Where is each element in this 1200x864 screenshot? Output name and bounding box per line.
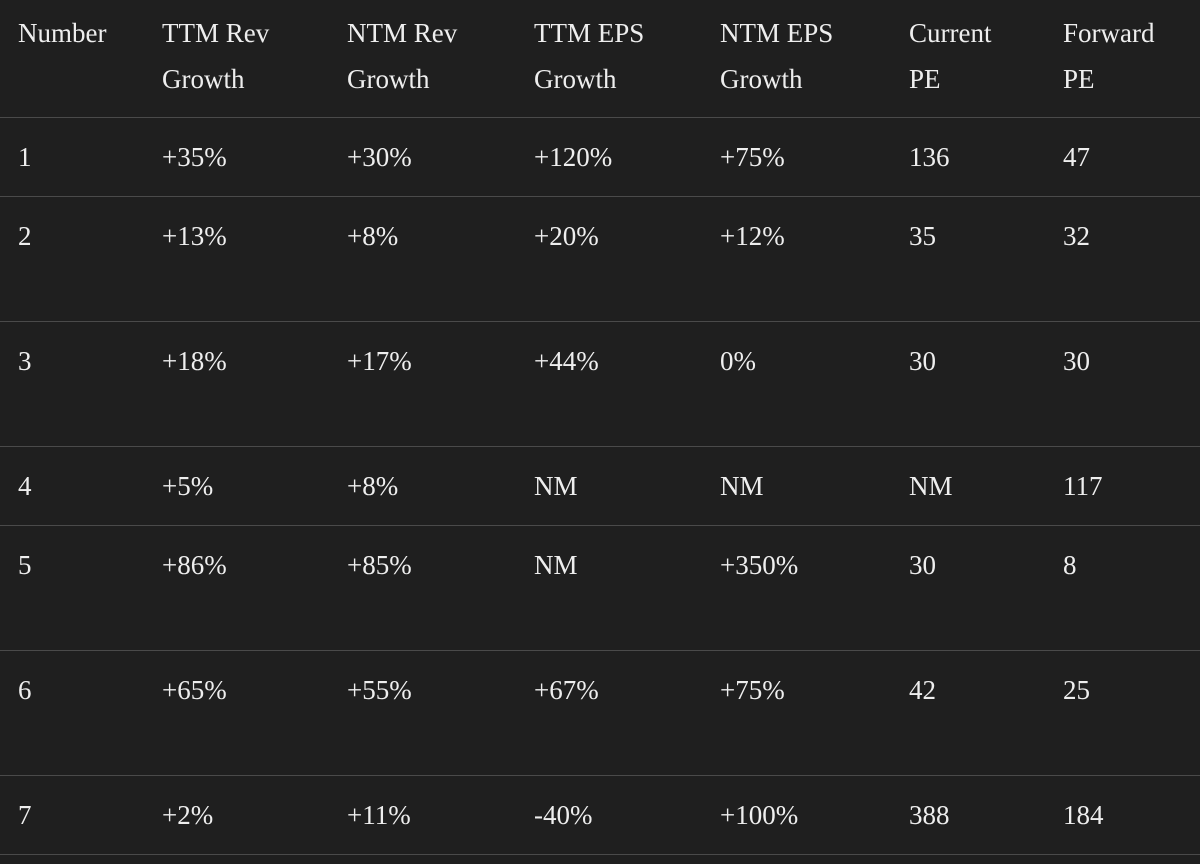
table-cell: +30% — [347, 117, 534, 197]
table-cell: +85% — [347, 525, 534, 651]
table-cell: 42 — [909, 650, 1063, 776]
table-row: 6 +65% +55% +67% +75% 42 25 — [0, 650, 1200, 776]
table-row: 7 +2% +11% -40% +100% 388 184 — [0, 775, 1200, 855]
table-cell: 32 — [1063, 196, 1200, 322]
table-cell: 30 — [909, 525, 1063, 651]
table-cell: +35% — [162, 117, 347, 197]
table-cell: 47 — [1063, 117, 1200, 197]
header-text: NTM Rev — [347, 18, 458, 48]
table-cell: 4 — [0, 446, 162, 526]
table-row: 1 +35% +30% +120% +75% 136 47 — [0, 117, 1200, 197]
header-text: Current — [909, 18, 992, 48]
table-cell: +18% — [162, 321, 347, 447]
table-cell: -40% — [534, 775, 720, 855]
table-cell: +12% — [720, 196, 909, 322]
table-cell: NM — [720, 446, 909, 526]
table-row: 3 +18% +17% +44% 0% 30 30 — [0, 321, 1200, 447]
header-text: Forward — [1063, 18, 1155, 48]
table-cell: 7 — [0, 775, 162, 855]
table-cell: +2% — [162, 775, 347, 855]
table-cell: +55% — [347, 650, 534, 776]
table-cell: +67% — [534, 650, 720, 776]
table-cell: 0% — [720, 321, 909, 447]
table-cell: +100% — [720, 775, 909, 855]
table-body: 1 +35% +30% +120% +75% 136 47 2 +13% +8% +20% +12% 3… — [0, 117, 1200, 855]
table-cell: 5 — [0, 525, 162, 651]
table-cell: 6 — [0, 650, 162, 776]
header-text: PE — [909, 64, 941, 94]
header-text: PE — [1063, 64, 1095, 94]
table-cell: 184 — [1063, 775, 1200, 855]
header-text: Growth — [720, 64, 803, 94]
header-cell: TTM Rev Growth — [162, 0, 347, 118]
header-text: TTM Rev — [162, 18, 270, 48]
table-cell: +11% — [347, 775, 534, 855]
table-cell: 30 — [909, 321, 1063, 447]
table-cell: +44% — [534, 321, 720, 447]
header-text: Growth — [534, 64, 617, 94]
table-cell: +120% — [534, 117, 720, 197]
table-cell: +5% — [162, 446, 347, 526]
table-cell: 388 — [909, 775, 1063, 855]
table-cell: +86% — [162, 525, 347, 651]
table-cell: +20% — [534, 196, 720, 322]
header-text: Growth — [162, 64, 245, 94]
header-cell: TTM EPS Growth — [534, 0, 720, 118]
table-row: 5 +86% +85% NM +350% 30 8 — [0, 525, 1200, 651]
table-cell: 8 — [1063, 525, 1200, 651]
header-text: NTM EPS — [720, 18, 834, 48]
header-cell: NTM EPS Growth — [720, 0, 909, 118]
table-cell: NM — [534, 446, 720, 526]
header-cell: NTM Rev Growth — [347, 0, 534, 118]
table-row: 4 +5% +8% NM NM NM 117 — [0, 446, 1200, 526]
table-cell: 2 — [0, 196, 162, 322]
table-cell: NM — [534, 525, 720, 651]
header-cell: Forward PE — [1063, 0, 1200, 118]
table-cell: 3 — [0, 321, 162, 447]
table-cell: +75% — [720, 650, 909, 776]
header-row: Number TTM Rev Growth NTM Rev Growth TTM EPS G… — [0, 0, 1200, 118]
table-cell: +65% — [162, 650, 347, 776]
table-cell: 117 — [1063, 446, 1200, 526]
table-cell: +8% — [347, 196, 534, 322]
header-cell: Current PE — [909, 0, 1063, 118]
header-text: Number — [18, 18, 107, 48]
table-cell: +75% — [720, 117, 909, 197]
table-cell: 30 — [1063, 321, 1200, 447]
table-cell: 25 — [1063, 650, 1200, 776]
header-text: Growth — [347, 64, 430, 94]
table-cell: +8% — [347, 446, 534, 526]
table-cell: +13% — [162, 196, 347, 322]
table-cell: +17% — [347, 321, 534, 447]
table-cell: 1 — [0, 117, 162, 197]
table-cell: 35 — [909, 196, 1063, 322]
table-cell: +350% — [720, 525, 909, 651]
table-cell: 136 — [909, 117, 1063, 197]
table-row: 2 +13% +8% +20% +12% 35 32 — [0, 196, 1200, 322]
header-cell: Number — [0, 0, 162, 118]
header-text: TTM EPS — [534, 18, 645, 48]
table-cell: NM — [909, 446, 1063, 526]
